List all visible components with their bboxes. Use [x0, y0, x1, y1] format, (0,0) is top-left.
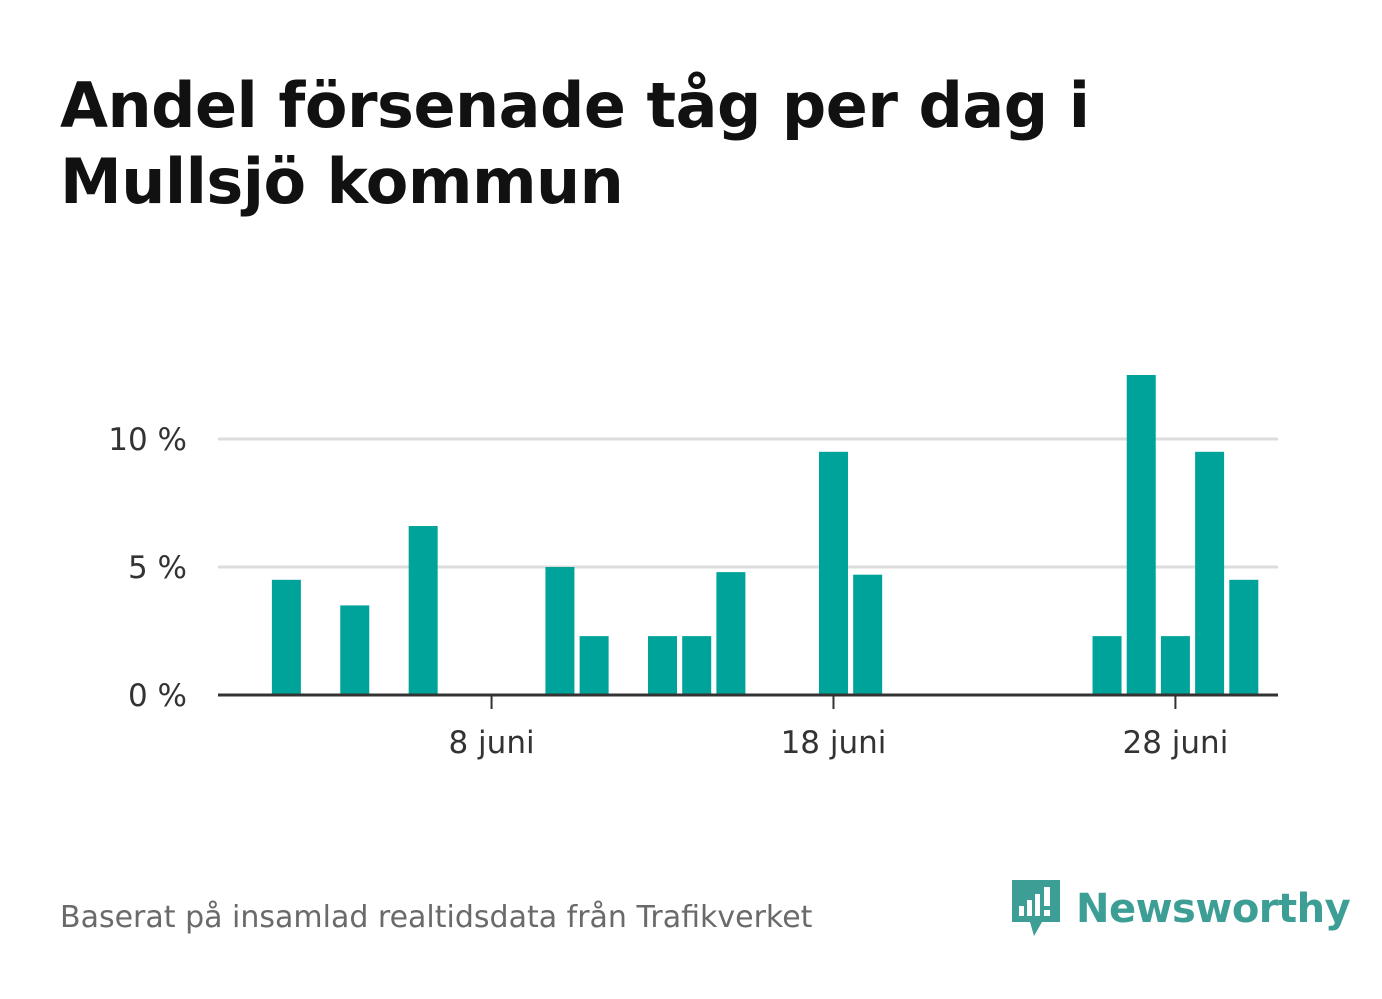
- x-tick-label: 28 juni: [1123, 725, 1229, 761]
- bar: [682, 636, 712, 695]
- bar: [340, 605, 370, 695]
- newsworthy-logo-icon: [1012, 880, 1060, 936]
- source-note: Baserat på insamlad realtidsdata från Tr…: [60, 900, 813, 935]
- bar: [1160, 636, 1190, 695]
- x-axis: [218, 693, 1278, 709]
- bar: [1229, 579, 1259, 695]
- brand[interactable]: Newsworthy: [1010, 878, 1351, 940]
- brand-name: Newsworthy: [1076, 886, 1351, 932]
- bar: [818, 451, 848, 695]
- gridlines: [218, 437, 1278, 569]
- y-tick-label: 5 %: [128, 550, 187, 586]
- bar: [648, 636, 678, 695]
- chart-title: Andel försenade tåg per dag i Mullsjö ko…: [60, 69, 1090, 218]
- y-tick-label: 10 %: [108, 422, 187, 458]
- bar: [1092, 636, 1122, 695]
- bar: [545, 567, 575, 695]
- bar: [579, 636, 609, 695]
- bar: [1126, 375, 1156, 695]
- bars: [271, 375, 1259, 695]
- x-tick-label: 8 juni: [448, 725, 534, 761]
- bar: [1195, 451, 1225, 695]
- bar: [716, 572, 746, 695]
- y-tick-label: 0 %: [128, 678, 187, 714]
- y-axis-labels: 0 % 5 % 10 %: [108, 422, 187, 714]
- bar: [271, 579, 301, 695]
- x-axis-labels: 8 juni 18 juni 28 juni: [448, 725, 1228, 761]
- bar: [853, 574, 883, 695]
- x-tick-label: 18 juni: [781, 725, 887, 761]
- bar: [408, 526, 438, 695]
